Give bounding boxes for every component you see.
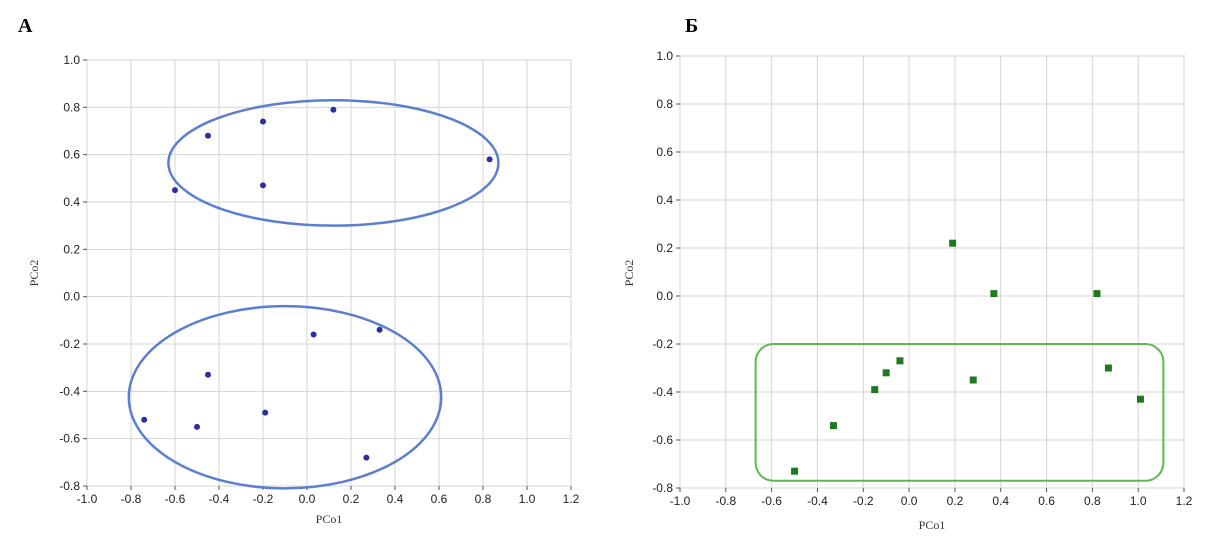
panel-b-x-tick-label: -0.6 xyxy=(761,494,782,508)
panel-a-group-ellipse xyxy=(127,304,443,490)
panel-a-y-tick-labels: 1.0 0.8 0.6 0.4 0.2 0.0 -0.2 -0.4 -0.6 -0.8 xyxy=(59,53,87,493)
panel-b-x-tick-labels: -1.0 -0.8 -0.6 -0.4 -0.2 0.0 0.2 0.4 0.6 0.8 1.0 1.… xyxy=(670,488,1193,508)
panel-b-y-tick-label: 0.6 xyxy=(656,145,673,159)
panel-b-data-point xyxy=(871,386,879,394)
panel-b-label: Б xyxy=(685,15,698,37)
panel-b-data-point xyxy=(1104,364,1112,372)
panel-a-data-point xyxy=(310,331,317,338)
panel-a-x-tick-label: 0.6 xyxy=(431,492,448,506)
panel-b-x-tick-label: 0.0 xyxy=(901,494,918,508)
panel-a-data-point xyxy=(194,423,200,430)
panel-a-y-tick-label: -0.8 xyxy=(59,479,80,493)
panel-a-plot-area xyxy=(86,59,572,487)
panel-a-data-point xyxy=(486,156,493,163)
panel-a-x-tick-label: 1.2 xyxy=(563,492,580,506)
panel-b-y-tick-label: 1.0 xyxy=(656,49,673,63)
panel-b-x-tick-label: 1.0 xyxy=(1130,494,1147,508)
panel-b-data-point xyxy=(896,357,904,365)
panel-a-group-outlines xyxy=(127,98,500,490)
panel-a: А -1.0 -0.8 -0.6 -0.4 -0.2 0.0 0.2 0.4 0.6 0.8 1.0… xyxy=(18,15,580,526)
panel-a-y-tick-label: -0.2 xyxy=(59,337,80,351)
panel-a-y-tick-label: 1.0 xyxy=(63,53,80,67)
panel-a-x-tick-label: 0.8 xyxy=(475,492,492,506)
panel-b-x-tick-label: -0.2 xyxy=(853,494,874,508)
panel-b-y-tick-label: 0.0 xyxy=(656,289,673,303)
panel-b-y-tick-label: -0.6 xyxy=(652,433,673,447)
panel-b-data-point xyxy=(829,422,837,430)
panel-b-data-point xyxy=(1136,395,1144,403)
panel-b-x-tick-label: 1.2 xyxy=(1176,494,1193,508)
panel-a-x-tick-label: 1.0 xyxy=(519,492,536,506)
panel-a-label: А xyxy=(18,15,33,37)
panel-a-y-tick-label: -0.6 xyxy=(59,432,80,446)
panel-a-x-tick-label: 0.4 xyxy=(387,492,404,506)
panel-b-group-outlines xyxy=(754,343,1165,482)
panel-a-y-tick-label: 0.2 xyxy=(63,242,80,256)
panel-b-y-tick-label: -0.2 xyxy=(652,337,673,351)
panel-b-y-tick-label: -0.4 xyxy=(652,385,673,399)
panel-a-data-point xyxy=(141,416,148,423)
panel-a-data-point xyxy=(262,409,269,416)
panel-b-x-tick-label: 0.4 xyxy=(992,494,1009,508)
panel-a-y-tick-label: 0.6 xyxy=(63,148,80,162)
panel-a-points xyxy=(141,106,493,461)
panel-a-x-tick-labels: -1.0 -0.8 -0.6 -0.4 -0.2 0.0 0.2 0.4 0.6 0.8 1.0 1.… xyxy=(77,486,580,506)
panel-b-y-tick-labels: 1.0 0.8 0.6 0.4 0.2 0.0 -0.2 -0.4 -0.6 -0.8 xyxy=(652,49,680,495)
panel-b-group-box xyxy=(754,343,1165,482)
panel-b-y-tick-label: 0.4 xyxy=(656,193,673,207)
panel-a-x-tick-label: -0.4 xyxy=(209,492,230,506)
panel-b-points xyxy=(791,239,1144,475)
panel-a-y-tick-label: 0.0 xyxy=(63,290,80,304)
panel-a-data-point xyxy=(376,326,383,333)
panel-b-grid xyxy=(679,55,1185,489)
panel-b-data-point xyxy=(882,369,890,377)
panel-a-y-axis-title: PCo2 xyxy=(27,260,41,287)
panel-b-x-tick-label: 0.2 xyxy=(947,494,964,508)
panel-b-data-point xyxy=(1093,290,1101,298)
panel-b-x-tick-label: 0.8 xyxy=(1084,494,1101,508)
panel-b-y-tick-label: 0.8 xyxy=(656,97,673,111)
panel-b-data-point xyxy=(990,290,998,298)
panel-a-x-tick-label: 0.2 xyxy=(343,492,360,506)
panel-a-data-point xyxy=(172,187,178,194)
panel-b-x-tick-label: -0.8 xyxy=(715,494,736,508)
panel-b-y-axis-title: PCo2 xyxy=(622,260,636,287)
panel-b-x-axis-title: PCo1 xyxy=(919,518,946,532)
panel-a-data-point xyxy=(205,371,211,378)
panel-a-y-tick-label: -0.4 xyxy=(59,384,80,398)
panel-a-group-ellipse xyxy=(167,98,500,227)
panel-a-data-point xyxy=(260,118,266,125)
panel-a-x-tick-label: -1.0 xyxy=(77,492,98,506)
panel-a-x-tick-label: -0.6 xyxy=(165,492,186,506)
panel-b-data-point xyxy=(969,376,977,384)
panel-b-x-tick-label: -1.0 xyxy=(670,494,691,508)
panel-a-grid xyxy=(86,59,572,487)
panel-b-plot-area xyxy=(679,55,1185,489)
panel-a-x-axis-title: PCo1 xyxy=(316,512,343,526)
panel-a-y-tick-label: 0.8 xyxy=(63,100,80,114)
panel-b-y-tick-label: -0.8 xyxy=(652,481,673,495)
panel-b-y-tick-label: 0.2 xyxy=(656,241,673,255)
panel-a-data-point xyxy=(260,182,266,189)
panel-a-x-tick-label: -0.2 xyxy=(253,492,274,506)
panel-b-data-point xyxy=(949,239,957,247)
panel-b-data-point xyxy=(791,467,799,475)
panel-a-data-point xyxy=(330,106,337,113)
panel-a-y-tick-label: 0.4 xyxy=(63,195,80,209)
panel-b: Б -1.0 -0.8 -0.6 -0.4 -0.2 0.0 0.2 0.4 0.6 0.8 1.0… xyxy=(622,15,1193,532)
panel-a-x-tick-label: 0.0 xyxy=(299,492,316,506)
panel-a-x-tick-label: -0.8 xyxy=(121,492,142,506)
panel-a-data-point xyxy=(363,454,370,461)
panel-b-x-tick-label: 0.6 xyxy=(1038,494,1055,508)
panel-a-data-point xyxy=(205,132,211,139)
panel-b-x-tick-label: -0.4 xyxy=(807,494,828,508)
